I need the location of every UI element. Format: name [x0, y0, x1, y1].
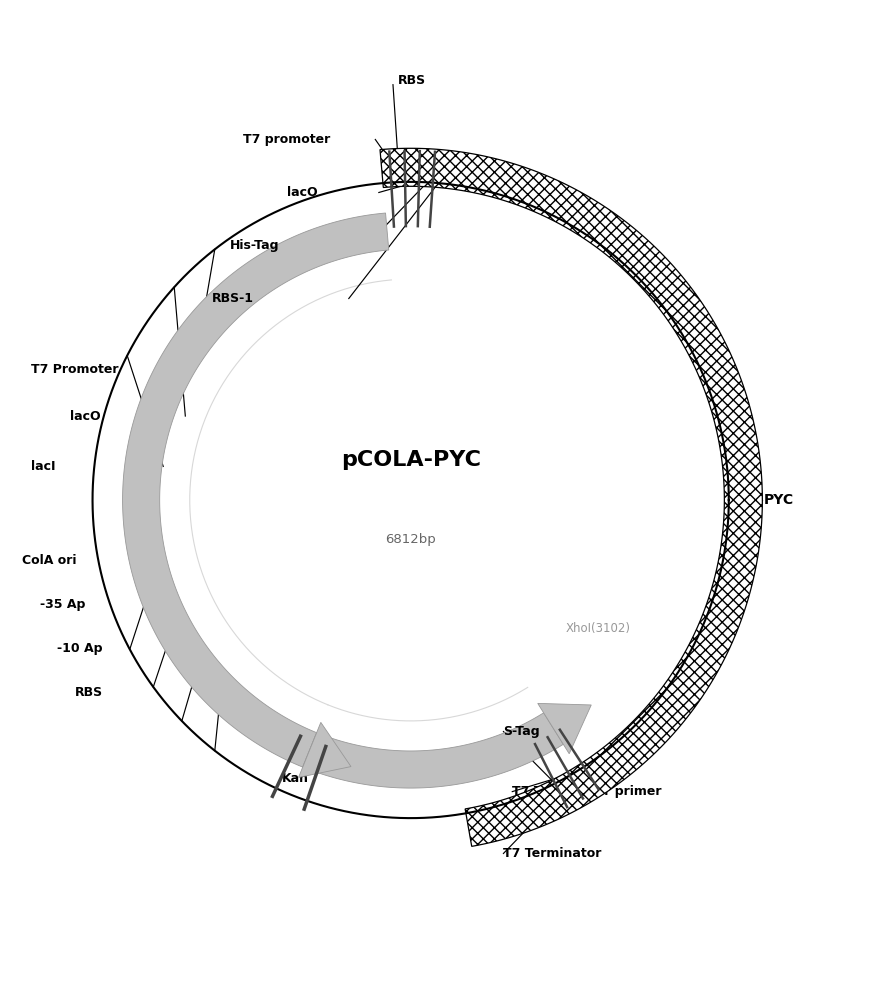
Text: RBS: RBS: [398, 74, 425, 87]
Text: XhoI(3102): XhoI(3102): [566, 622, 631, 635]
Text: RBS: RBS: [75, 686, 103, 699]
Text: PYC: PYC: [764, 493, 794, 507]
Text: lacI: lacI: [30, 460, 55, 473]
Text: Kan: Kan: [282, 772, 310, 785]
Text: T7 promoter: T7 promoter: [243, 133, 330, 146]
Text: lacO: lacO: [287, 186, 318, 199]
Text: T7 Terminator: T7 Terminator: [503, 847, 602, 860]
Polygon shape: [302, 713, 564, 788]
Text: RBS-1: RBS-1: [211, 292, 254, 305]
Text: T7 Promoter: T7 Promoter: [30, 363, 118, 376]
Polygon shape: [122, 213, 389, 767]
Text: -10 Ap: -10 Ap: [57, 642, 103, 655]
Text: ActII(1): ActII(1): [570, 209, 612, 222]
Polygon shape: [299, 722, 351, 777]
Polygon shape: [380, 148, 763, 846]
Text: T7 Terminator primer: T7 Terminator primer: [512, 785, 662, 798]
Text: pCOLA-PYC: pCOLA-PYC: [341, 450, 481, 470]
Text: ColA ori: ColA ori: [21, 554, 77, 567]
Text: -35 Ap: -35 Ap: [39, 598, 85, 611]
Text: His-Tag: His-Tag: [229, 239, 279, 252]
Text: S-Tag: S-Tag: [503, 725, 540, 738]
Text: lacO: lacO: [70, 410, 101, 423]
Text: 6812bp: 6812bp: [385, 533, 436, 546]
Polygon shape: [538, 703, 591, 754]
